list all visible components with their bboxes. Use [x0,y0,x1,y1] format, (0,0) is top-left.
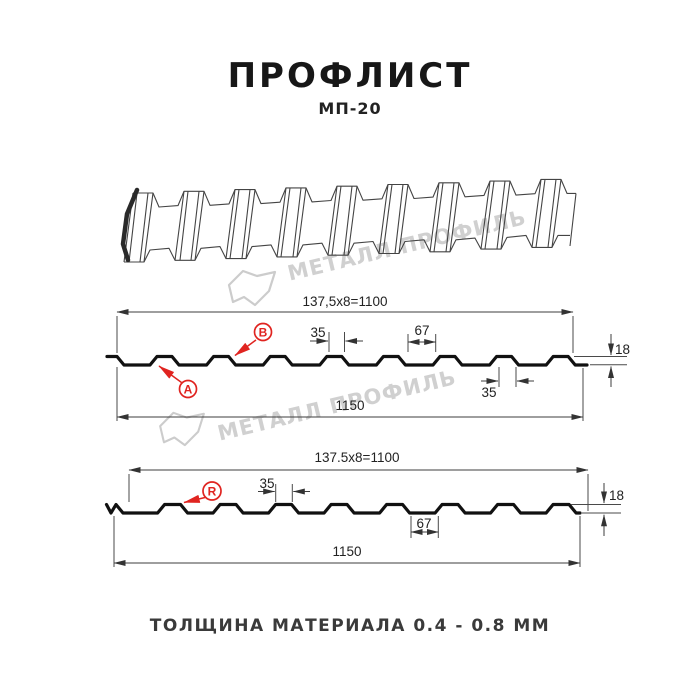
dim-height-bottom: 18 [609,488,624,503]
profile-bottom-drawing: 137.5x8=1100 R 35 67 [104,450,624,567]
dim-full-width-top: 1150 [335,398,364,413]
side-label-b-badge [253,322,273,342]
profile-section-line [104,502,582,515]
dim-rib-top-width-bottom: 35 [259,476,274,491]
dim-groove-width-bottom: 67 [416,516,431,531]
dim-module-width-top: 137,5x8=1100 [303,294,388,309]
profile-section-line [105,354,589,367]
dim-groove-width-top: 67 [414,323,429,338]
brand-logo-icon [227,269,277,307]
dim-height-top: 18 [615,342,630,357]
sheet-cut-edge [120,187,140,263]
dim-rib-bottom-width-top: 35 [481,385,496,400]
material-thickness-caption: ТОЛЩИНА МАТЕРИАЛА 0.4 - 0.8 ММ [149,616,551,636]
side-label-a-badge [178,379,198,399]
side-label-r-badge [202,481,222,501]
page-subtitle: МП-20 [318,99,382,118]
dim-rib-top-width-top: 35 [310,325,325,340]
side-label-a: A [184,383,193,397]
profile-top-drawing: 137,5x8=1100 B A 35 67 [105,294,630,421]
sheet-3d-drawing [120,178,577,263]
page-title: ПРОФЛИСТ [227,56,473,96]
dim-full-width-bottom: 1150 [332,544,361,559]
side-label-r: R [208,485,217,499]
side-label-b: B [259,326,268,340]
dim-module-width-bottom: 137.5x8=1100 [315,450,400,465]
